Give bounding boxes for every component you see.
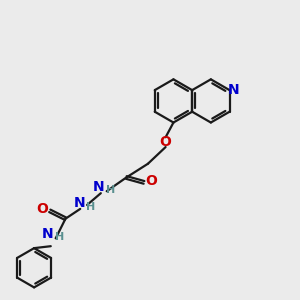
Text: N: N — [74, 196, 85, 210]
Text: O: O — [36, 202, 48, 216]
Text: N: N — [228, 83, 239, 97]
Text: O: O — [145, 174, 157, 188]
Text: N: N — [93, 180, 105, 194]
Text: H: H — [106, 185, 115, 195]
Text: H: H — [55, 232, 64, 242]
Text: H: H — [86, 202, 96, 212]
Text: N: N — [42, 227, 54, 242]
Text: O: O — [160, 135, 172, 149]
